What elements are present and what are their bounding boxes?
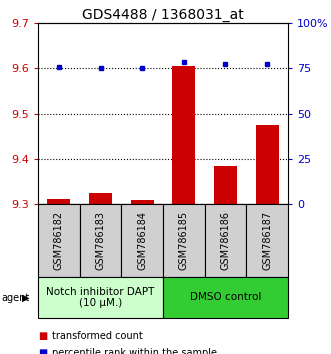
Bar [163,204,205,276]
Bar [163,276,288,318]
Text: ■: ■ [38,348,47,354]
Bar [172,66,195,204]
Bar [89,193,112,204]
Text: ■: ■ [38,331,47,341]
Bar [256,125,279,204]
Text: GSM786184: GSM786184 [137,211,147,270]
Bar [246,204,288,276]
Bar [80,204,121,276]
Bar [38,276,163,318]
Text: percentile rank within the sample: percentile rank within the sample [52,348,217,354]
Text: Notch inhibitor DAPT
(10 μM.): Notch inhibitor DAPT (10 μM.) [46,286,155,308]
Bar [214,166,237,204]
Text: GSM786186: GSM786186 [220,211,230,270]
Text: GSM786183: GSM786183 [96,211,106,270]
Bar [121,204,163,276]
Bar [38,204,80,276]
Text: GSM786185: GSM786185 [179,211,189,270]
Title: GDS4488 / 1368031_at: GDS4488 / 1368031_at [82,8,244,22]
Text: ▶: ▶ [22,293,30,303]
Bar [131,200,154,204]
Text: GSM786187: GSM786187 [262,211,272,270]
Text: transformed count: transformed count [52,331,143,341]
Text: GSM786182: GSM786182 [54,211,64,270]
Text: DMSO control: DMSO control [190,292,261,302]
Bar [205,204,246,276]
Text: agent: agent [2,293,30,303]
Bar [47,199,71,204]
